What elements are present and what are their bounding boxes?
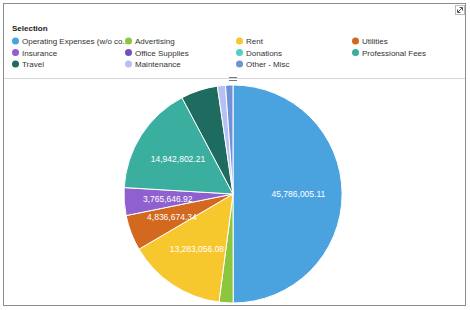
legend-label: Utilities	[362, 37, 388, 46]
legend-item[interactable]: Donations	[236, 49, 282, 58]
legend-item[interactable]: Professional Fees	[352, 49, 426, 58]
legend-swatch	[236, 61, 243, 68]
legend-label: Maintenance	[135, 60, 181, 69]
chart-svg: Selection Operating Expenses (w/o co... Ad…	[0, 0, 470, 310]
legend-item[interactable]: Advertising	[125, 37, 175, 46]
handle-line	[229, 77, 237, 78]
legend-swatch	[125, 61, 132, 68]
expand-box	[456, 6, 465, 15]
legend-label: Donations	[246, 49, 282, 58]
data-label: 3,765,646.92	[143, 194, 193, 204]
legend-swatch	[125, 38, 132, 45]
legend-swatch	[125, 49, 132, 56]
legend-item[interactable]: Utilities	[352, 37, 388, 46]
legend-separator	[4, 78, 465, 79]
legend-swatch	[352, 38, 359, 45]
legend-label: Office Supplies	[135, 49, 189, 58]
legend-label: Operating Expenses (w/o co...	[22, 37, 129, 46]
legend-swatch	[236, 38, 243, 45]
pie-slice[interactable]	[217, 85, 233, 194]
expand-arrows	[458, 8, 463, 13]
legend-label: Travel	[22, 60, 44, 69]
legend-item[interactable]: Rent	[236, 37, 264, 46]
legend-label: Insurance	[22, 49, 58, 58]
pie-slice[interactable]	[233, 85, 342, 303]
pie-slice[interactable]	[182, 86, 233, 194]
legend-swatch	[352, 49, 359, 56]
data-label: 14,942,802.21	[151, 154, 206, 164]
legend: Selection Operating Expenses (w/o co... Ad…	[12, 24, 426, 69]
legend-label: Other - Misc	[246, 60, 290, 69]
legend-item[interactable]: Maintenance	[125, 60, 181, 69]
data-labels: 45,786,005.11 13,283,056.08 4,836,674.34 3,…	[143, 154, 326, 254]
handle-line	[229, 80, 237, 81]
legend-swatch	[12, 61, 19, 68]
expand-icon[interactable]	[456, 6, 465, 15]
legend-label: Rent	[246, 37, 264, 46]
data-label: 45,786,005.11	[272, 189, 326, 199]
data-label: 4,836,674.34	[147, 212, 197, 222]
pie	[124, 85, 342, 303]
data-label: 13,283,056.08	[170, 244, 225, 254]
legend-title: Selection	[12, 24, 48, 33]
legend-swatch	[12, 38, 19, 45]
pie-slice[interactable]	[226, 85, 233, 194]
legend-swatch	[236, 49, 243, 56]
frame	[4, 4, 466, 306]
legend-item[interactable]: Operating Expenses (w/o co...	[12, 37, 129, 46]
legend-item[interactable]: Insurance	[12, 49, 58, 58]
legend-label: Advertising	[135, 37, 175, 46]
pie-slice[interactable]	[126, 194, 233, 249]
chart-container: Selection Operating Expenses (w/o co... Ad…	[0, 0, 470, 310]
legend-item[interactable]: Other - Misc	[236, 60, 290, 69]
legend-item[interactable]: Office Supplies	[125, 49, 189, 58]
resize-handle[interactable]	[229, 78, 237, 81]
legend-item[interactable]: Travel	[12, 60, 44, 69]
legend-swatch	[12, 49, 19, 56]
legend-label: Professional Fees	[362, 49, 426, 58]
